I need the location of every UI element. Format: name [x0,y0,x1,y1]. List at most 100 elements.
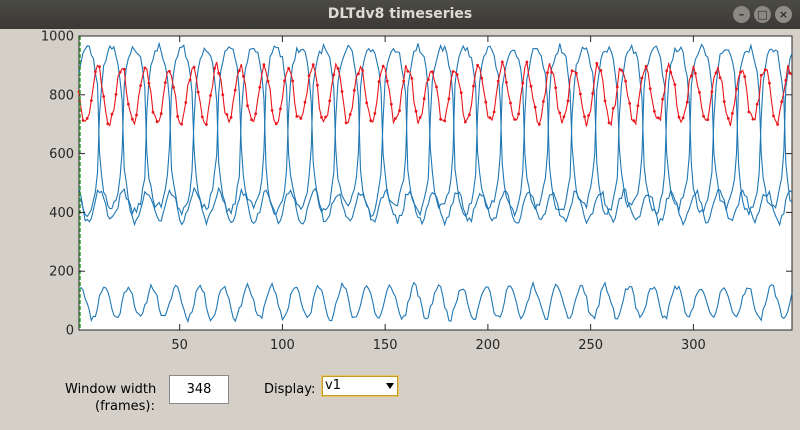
data-point [307,74,311,78]
data-point [357,72,360,76]
close-icon[interactable]: × [775,6,792,23]
data-point [410,77,414,80]
data-point [739,70,742,74]
display-select[interactable]: v1 [321,375,399,397]
data-point [681,116,685,120]
data-point [163,81,167,84]
chevron-down-icon [386,383,394,389]
data-point [118,71,122,74]
data-point [176,115,180,118]
data-point [611,107,615,110]
title-bar[interactable]: DLTdv8 timeseries – □ × [0,0,800,29]
data-point [583,115,586,118]
data-point [542,100,545,103]
data-point [726,117,730,120]
data-point [755,102,759,106]
series-line-tracked-point [78,59,793,127]
data-point [320,115,323,119]
display-label: Display: [264,382,316,397]
data-point [521,81,525,85]
data-point [418,116,422,119]
data-point [274,122,278,126]
data-point [657,116,660,120]
data-point [517,112,521,116]
data-point [689,74,693,78]
data-point [229,116,233,119]
data-point [599,69,603,72]
data-point [196,90,200,94]
y-tick-label: 1000 [41,30,74,45]
y-tick-label: 400 [49,206,74,221]
data-point [122,67,126,71]
data-point [710,90,714,93]
data-point [209,94,212,97]
data-point [311,63,315,66]
y-tick-label: 0 [66,324,74,339]
data-point [213,66,217,70]
data-point [574,71,578,75]
data-point [205,123,208,126]
data-point [500,60,504,64]
timeseries-plot[interactable]: 50 100 150 200 250 300 0 200 400 600 800 1000 [0,29,800,359]
data-point [439,117,442,121]
data-point [352,89,356,92]
data-point [513,118,516,121]
data-point [476,63,479,67]
data-point [283,79,286,83]
data-point [644,64,648,68]
data-point [661,97,664,101]
data-point [566,99,570,103]
plot-area[interactable] [78,35,793,331]
data-point [431,70,434,74]
data-point [463,120,467,124]
data-point [180,122,184,126]
x-tick-label: 300 [681,338,706,353]
data-point [373,112,377,115]
maximize-icon[interactable]: □ [754,6,771,23]
data-point [694,72,697,75]
series-layer [77,36,793,330]
data-point [784,78,788,82]
data-point [155,120,159,124]
data-point [279,107,282,111]
data-point [303,100,307,104]
data-point [426,78,430,81]
data-point [394,117,397,120]
data-point [377,80,381,83]
data-point [299,117,303,120]
data-point [685,100,689,104]
data-point [591,92,595,95]
data-point [369,119,373,123]
data-point [110,112,114,116]
data-point [488,116,492,120]
data-point [570,69,574,73]
data-point [776,123,779,126]
data-point [751,117,755,121]
data-point [451,70,455,73]
window-width-label: Window width [65,382,157,397]
data-point [480,76,484,80]
data-point [537,123,541,126]
data-point [336,67,340,70]
data-point [472,84,475,88]
data-point [529,84,533,88]
data-point [698,91,701,94]
data-point [147,81,151,85]
window-width-input[interactable] [169,375,229,404]
data-point [632,119,636,122]
minimize-icon[interactable]: – [733,6,750,23]
data-point [595,62,599,65]
window-width-label-units: (frames): [95,399,155,414]
data-point [759,73,763,77]
data-point [365,101,369,105]
data-point [200,115,204,119]
data-point [484,100,488,104]
y-tick-label: 800 [49,88,74,103]
data-point [258,85,262,89]
data-point [340,90,344,93]
data-point [344,121,348,125]
data-point [718,76,722,80]
data-point [126,102,130,106]
data-point [291,79,295,83]
